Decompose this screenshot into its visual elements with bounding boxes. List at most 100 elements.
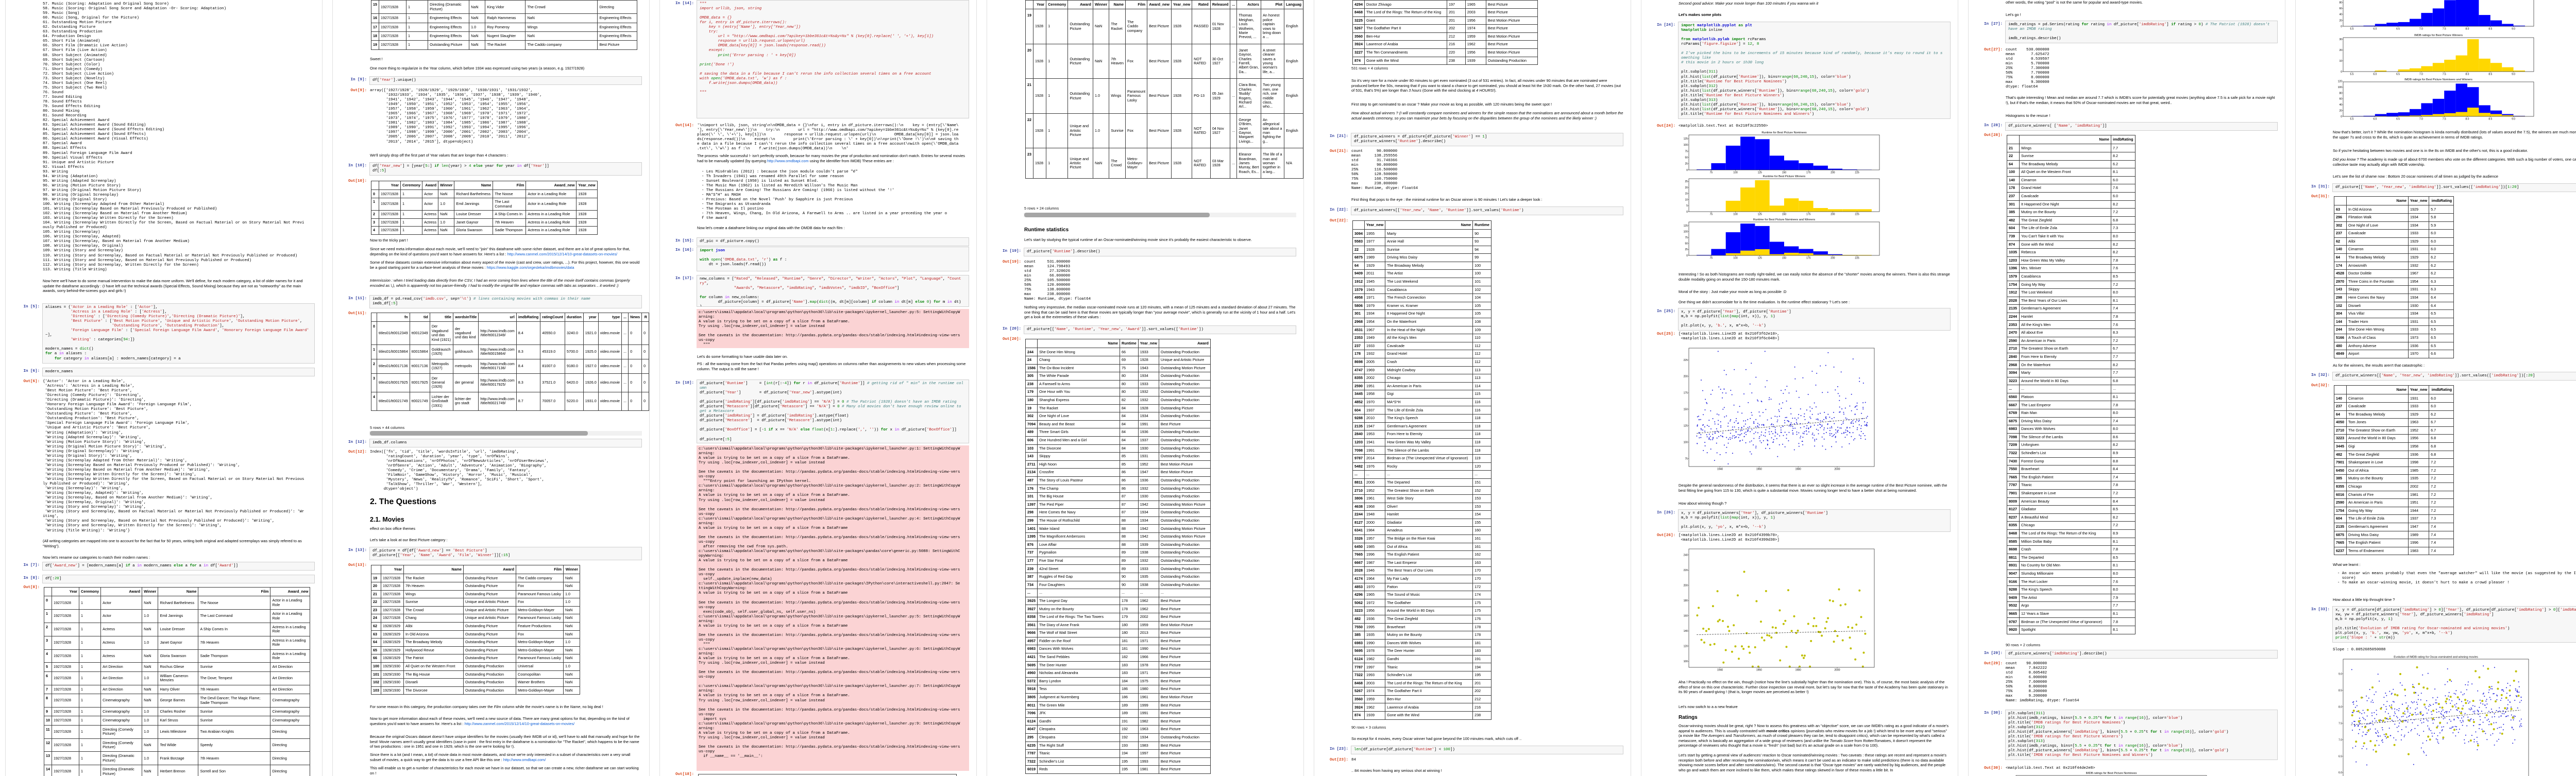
svg-text:8.5: 8.5 xyxy=(2488,28,2492,31)
svg-text:6.5: 6.5 xyxy=(2338,755,2342,758)
svg-text:200: 200 xyxy=(1831,257,1835,260)
svg-text:7.5: 7.5 xyxy=(2443,118,2446,121)
svg-text:1940: 1940 xyxy=(1717,669,1723,672)
svg-text:120: 120 xyxy=(1684,645,1688,648)
svg-text:9.0: 9.0 xyxy=(2338,673,2342,676)
svg-text:8.5: 8.5 xyxy=(2488,73,2492,76)
svg-text:6.5: 6.5 xyxy=(2396,118,2400,121)
svg-text:7.5: 7.5 xyxy=(2338,722,2342,725)
svg-text:125: 125 xyxy=(1684,225,1688,228)
svg-text:240: 240 xyxy=(1684,554,1688,557)
svg-text:75: 75 xyxy=(1710,171,1713,175)
svg-text:0: 0 xyxy=(2341,71,2342,74)
svg-text:80: 80 xyxy=(2339,92,2342,95)
svg-text:40: 40 xyxy=(2339,13,2342,16)
svg-text:100: 100 xyxy=(1733,257,1738,260)
svg-text:Runtime for Best Picture Nomin: Runtime for Best Picture Nominees and Wi… xyxy=(1753,218,1816,221)
svg-text:6.5: 6.5 xyxy=(2396,73,2400,76)
svg-text:15: 15 xyxy=(1685,193,1688,196)
svg-text:180: 180 xyxy=(1684,599,1688,602)
svg-text:100: 100 xyxy=(1684,230,1688,233)
svg-text:100: 100 xyxy=(1733,171,1738,175)
svg-text:100: 100 xyxy=(1684,144,1688,147)
svg-text:IMDB ratings for Best Picture: IMDB ratings for Best Picture Winners xyxy=(2414,34,2463,37)
svg-text:80: 80 xyxy=(2339,2,2342,5)
svg-text:175: 175 xyxy=(1806,213,1811,216)
svg-text:10: 10 xyxy=(2339,60,2342,63)
svg-text:IMDB ratings for Best Picture: IMDB ratings for Best Picture Nominees xyxy=(2086,772,2137,775)
svg-text:6.0: 6.0 xyxy=(2373,28,2377,31)
svg-text:25: 25 xyxy=(1685,163,1688,166)
svg-text:5: 5 xyxy=(1686,204,1688,208)
svg-text:6.0: 6.0 xyxy=(2338,771,2342,774)
svg-text:225: 225 xyxy=(1855,257,1859,260)
svg-text:75: 75 xyxy=(1685,150,1688,153)
svg-text:200: 200 xyxy=(1831,213,1835,216)
svg-text:7.5: 7.5 xyxy=(2443,28,2446,31)
svg-text:50: 50 xyxy=(1685,243,1688,246)
svg-text:0: 0 xyxy=(2341,115,2342,118)
svg-text:9.0: 9.0 xyxy=(2512,28,2515,31)
svg-text:225: 225 xyxy=(1855,171,1859,175)
svg-text:1960: 1960 xyxy=(1756,468,1762,471)
svg-text:0: 0 xyxy=(1686,211,1688,214)
svg-text:60: 60 xyxy=(2339,98,2342,101)
svg-text:75: 75 xyxy=(1710,257,1713,260)
svg-text:100: 100 xyxy=(2338,86,2343,89)
svg-text:2000: 2000 xyxy=(1834,468,1840,471)
svg-text:120: 120 xyxy=(2338,80,2343,83)
svg-text:20: 20 xyxy=(2339,109,2342,112)
svg-text:8.0: 8.0 xyxy=(2466,28,2469,31)
svg-text:1980: 1980 xyxy=(1795,468,1801,471)
svg-text:6.0: 6.0 xyxy=(2373,118,2377,121)
svg-text:75: 75 xyxy=(1685,236,1688,239)
svg-text:1940: 1940 xyxy=(1717,468,1723,471)
svg-text:150: 150 xyxy=(1782,213,1787,216)
svg-text:100: 100 xyxy=(1684,441,1688,444)
svg-text:7.0: 7.0 xyxy=(2338,738,2342,741)
svg-text:8.0: 8.0 xyxy=(2466,118,2469,121)
svg-text:0: 0 xyxy=(2341,25,2342,28)
svg-text:175: 175 xyxy=(1806,171,1811,175)
svg-text:1960: 1960 xyxy=(1756,669,1762,672)
svg-text:5.5: 5.5 xyxy=(2350,28,2354,31)
svg-text:20: 20 xyxy=(2339,19,2342,22)
svg-text:6.5: 6.5 xyxy=(2396,28,2400,31)
svg-text:5.5: 5.5 xyxy=(2350,118,2354,121)
svg-text:1980: 1980 xyxy=(1795,669,1801,672)
svg-text:IMDB ratings for Best Picture: IMDB ratings for Best Picture Nominees a… xyxy=(2404,78,2472,81)
svg-text:7.0: 7.0 xyxy=(2419,73,2423,76)
svg-text:5.5: 5.5 xyxy=(2350,73,2354,76)
svg-text:25: 25 xyxy=(1685,248,1688,251)
svg-text:20: 20 xyxy=(2339,49,2342,52)
svg-text:160: 160 xyxy=(1684,615,1688,618)
svg-text:20: 20 xyxy=(1685,186,1688,189)
svg-text:125: 125 xyxy=(1758,171,1762,175)
svg-text:40: 40 xyxy=(2339,104,2342,107)
svg-text:8.5: 8.5 xyxy=(2338,689,2342,693)
svg-text:Evolution of IMDB rating for O: Evolution of IMDB rating for Oscar-nomin… xyxy=(2394,656,2478,659)
svg-text:8.0: 8.0 xyxy=(2466,73,2469,76)
svg-text:7.5: 7.5 xyxy=(2443,73,2446,76)
svg-text:0: 0 xyxy=(1686,254,1688,257)
svg-text:10: 10 xyxy=(1685,198,1688,201)
svg-text:175: 175 xyxy=(1806,257,1811,260)
svg-text:200: 200 xyxy=(1684,584,1688,588)
svg-text:220: 220 xyxy=(1684,569,1688,572)
svg-text:50: 50 xyxy=(1685,157,1688,160)
svg-text:Runtime for Best Picture Nomin: Runtime for Best Picture Nominees xyxy=(1761,131,1807,134)
svg-text:75: 75 xyxy=(1710,213,1713,216)
svg-text:8.0: 8.0 xyxy=(2338,705,2342,709)
svg-text:7.0: 7.0 xyxy=(2419,118,2423,121)
svg-text:225: 225 xyxy=(1855,213,1859,216)
svg-text:60: 60 xyxy=(2339,7,2342,10)
svg-text:175: 175 xyxy=(1684,392,1688,395)
svg-text:25: 25 xyxy=(1685,180,1688,183)
svg-text:9.0: 9.0 xyxy=(2512,73,2515,76)
svg-text:Runtime for Best Picture Winne: Runtime for Best Picture Winners xyxy=(1763,175,1806,178)
svg-text:100: 100 xyxy=(1733,213,1738,216)
svg-text:75: 75 xyxy=(1685,458,1688,461)
svg-text:125: 125 xyxy=(1684,137,1688,141)
svg-text:2000: 2000 xyxy=(1834,669,1840,672)
svg-text:150: 150 xyxy=(1684,408,1688,411)
